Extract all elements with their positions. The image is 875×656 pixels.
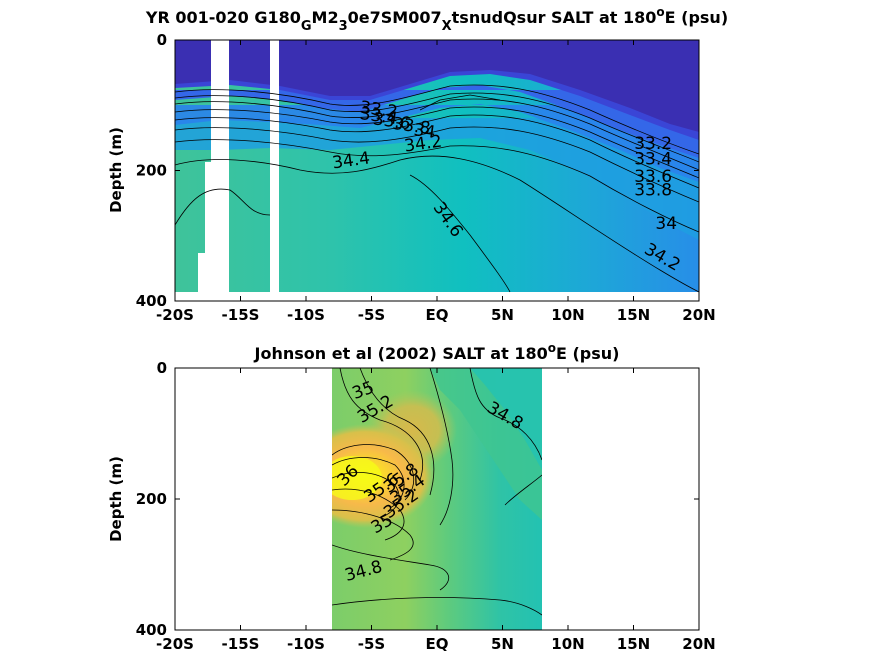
bottom-y-axis: 0 200 400	[136, 359, 699, 639]
observed-contour-lines	[332, 368, 542, 616]
contour-label: 33.2	[634, 134, 672, 154]
contour-label: 34	[655, 214, 677, 234]
x-tick-label: 5N	[491, 635, 514, 653]
x-tick-label: 20N	[682, 306, 715, 324]
y-tick-label: 400	[136, 292, 167, 310]
contour-label: 33.4	[634, 150, 672, 170]
x-tick-label: -5S	[358, 306, 385, 324]
top-y-axis-label: Depth (m)	[107, 127, 125, 213]
title-segment: G	[301, 19, 312, 34]
y-tick-label: 400	[136, 621, 167, 639]
top-x-axis: -20S -15S -10S -5S EQ 5N 10N 15N 20N	[156, 40, 716, 324]
title-segment: Johnson et al (2002) SALT at 180	[254, 344, 548, 363]
x-tick-label: EQ	[426, 306, 449, 324]
x-tick-label: -15S	[222, 635, 260, 653]
x-tick-label: -10S	[287, 635, 325, 653]
model-contour-lines	[175, 84, 699, 293]
title-segment: o	[548, 341, 556, 355]
x-tick-label: 5N	[491, 306, 514, 324]
x-tick-label: 15N	[617, 635, 650, 653]
x-tick-label: 20N	[682, 635, 715, 653]
title-segment: 0e7SM007	[348, 8, 442, 27]
x-tick-label: -20S	[156, 635, 194, 653]
bottom-x-axis: -20S -15S -10S -5S EQ 5N 10N 15N 20N	[156, 368, 716, 653]
bottom-y-axis-label: Depth (m)	[107, 456, 125, 542]
y-tick-label: 0	[157, 31, 167, 49]
title-segment: YR 001-020 G180	[145, 8, 301, 27]
top-chart-title: YR 001-020 G180GM230e7SM007XtsnudQsur SA…	[145, 5, 728, 34]
y-tick-label: 200	[136, 490, 167, 508]
observed-salinity-panel: Johnson et al (2002) SALT at 180oE (psu)	[107, 341, 716, 653]
title-segment: M2	[312, 8, 339, 27]
x-tick-label: -20S	[156, 306, 194, 324]
title-segment: X	[442, 19, 452, 34]
x-tick-label: -10S	[287, 306, 325, 324]
x-tick-label: -5S	[358, 635, 385, 653]
x-tick-label: 15N	[617, 306, 650, 324]
contour-label: 33.6	[634, 167, 672, 187]
contour-label: 34	[412, 120, 436, 143]
x-tick-label: EQ	[426, 635, 449, 653]
model-contour-labels: 33.233.433.633.83434.234.434.633.233.433…	[331, 98, 684, 276]
y-tick-label: 200	[136, 162, 167, 180]
top-y-axis: 0 200 400	[136, 31, 699, 310]
model-salinity-panel: YR 001-020 G180GM230e7SM007XtsnudQsur SA…	[107, 5, 728, 324]
model-salinity-field: 33.233.433.633.83434.234.434.633.233.433…	[175, 40, 699, 301]
y-tick-label: 0	[157, 359, 167, 377]
title-segment: o	[656, 5, 664, 19]
title-segment: tsnudQsur SALT at 180	[452, 8, 657, 27]
x-tick-label: 10N	[551, 635, 584, 653]
x-tick-label: -15S	[222, 306, 260, 324]
x-tick-label: 10N	[551, 306, 584, 324]
bottom-chart-title: Johnson et al (2002) SALT at 180oE (psu)	[254, 341, 620, 363]
contour-label: 33.8	[634, 180, 672, 200]
title-segment: E (psu)	[556, 344, 620, 363]
title-segment: 3	[339, 19, 348, 34]
title-segment: E (psu)	[665, 8, 729, 27]
